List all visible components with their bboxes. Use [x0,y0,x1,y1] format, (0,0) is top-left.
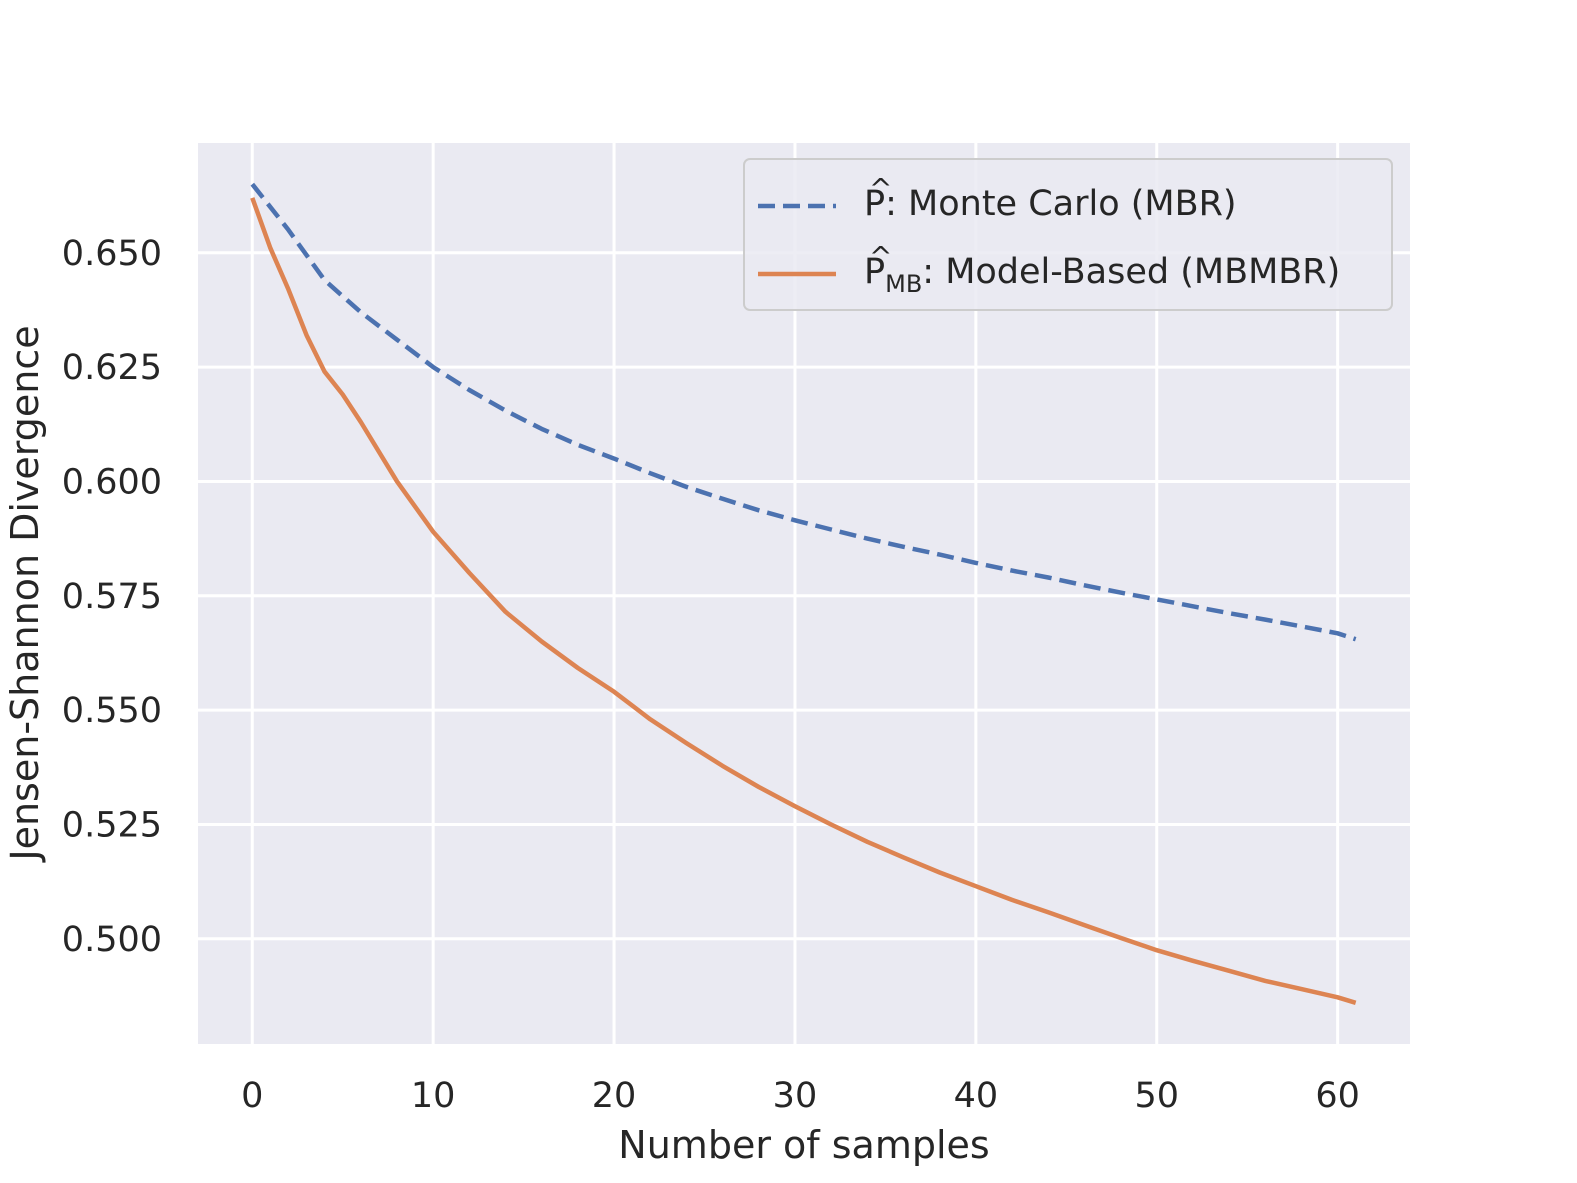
legend-label-monte-carlo: P: Monte Carlo (MBR) [864,184,1237,224]
y-tick-label: 0.650 [62,234,162,274]
legend-sub-model-based: MB [885,270,922,298]
y-tick-label: 0.525 [62,805,162,845]
legend-box [743,158,1393,311]
x-tick-label: 60 [1315,1076,1360,1116]
legend-hat-monte-carlo: ^ [869,172,892,205]
x-tick-label: 50 [1134,1076,1179,1116]
legend-entry-monte-carlo: P: Monte Carlo (MBR) ^ [758,172,1237,224]
legend-rest-monte-carlo: : Monte Carlo (MBR) [885,184,1236,224]
y-tick-label: 0.625 [62,348,162,388]
series-line-model-based [250,197,1357,1005]
x-tick-label: 20 [592,1076,637,1116]
legend: P: Monte Carlo (MBR) ^ PMB: Model-Based … [743,158,1393,311]
y-tick-labels: 0.500 0.525 0.550 0.575 0.600 0.625 0.650 [62,234,162,960]
legend-entry-model-based: PMB: Model-Based (MBMBR) ^ [758,240,1340,298]
series-line-monte-carlo [250,182,1357,642]
x-tick-label: 40 [954,1076,999,1116]
legend-main-model-based: P [864,252,885,292]
y-tick-label: 0.550 [62,691,162,731]
x-tick-label: 0 [241,1076,263,1116]
y-tick-label: 0.500 [62,920,162,960]
legend-hat-model-based: ^ [869,240,892,273]
legend-main-monte-carlo: P [864,184,885,224]
legend-rest-model-based: : Model-Based (MBMBR) [922,252,1340,292]
x-tick-label: 10 [411,1076,456,1116]
x-axis-label: Number of samples [618,1123,989,1167]
x-tick-labels: 0 10 20 30 40 50 60 [241,1076,1360,1116]
x-tick-label: 30 [773,1076,818,1116]
y-axis-label: Jensen-Shannon Divergence [3,325,47,862]
y-tick-label: 0.600 [62,462,162,502]
legend-label-model-based: PMB: Model-Based (MBMBR) [864,252,1340,298]
series-layer [250,182,1357,1005]
y-tick-label: 0.575 [62,577,162,617]
